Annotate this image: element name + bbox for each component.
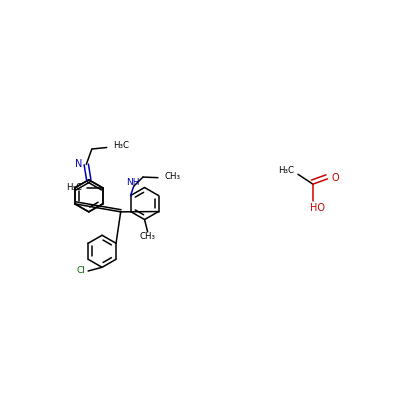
Text: Cl: Cl (77, 266, 86, 276)
Text: NH: NH (126, 178, 140, 187)
Text: H₃C: H₃C (66, 183, 82, 192)
Text: H₃C: H₃C (114, 141, 130, 150)
Text: N: N (75, 160, 82, 170)
Text: CH₃: CH₃ (165, 172, 181, 181)
Text: HO: HO (310, 203, 326, 213)
Text: H₃C: H₃C (278, 166, 294, 175)
Text: O: O (331, 173, 339, 183)
Text: CH₃: CH₃ (140, 232, 156, 241)
